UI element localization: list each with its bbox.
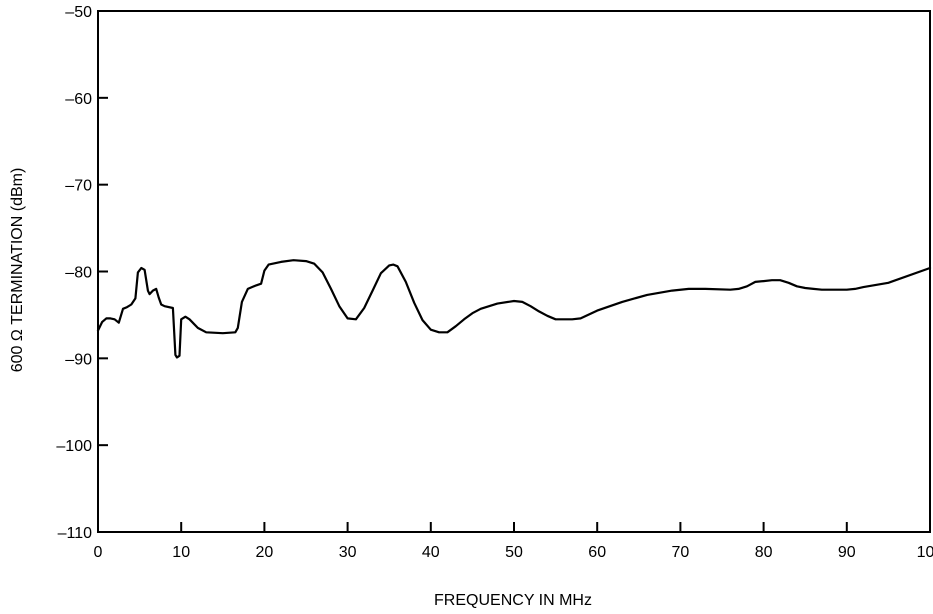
y-tick-label: –90	[65, 351, 92, 368]
x-tick-label: 100	[917, 544, 933, 561]
y-tick-label: –70	[65, 178, 92, 195]
x-axis-label: FREQUENCY IN MHz	[434, 592, 592, 609]
x-tick-label: 90	[838, 544, 856, 561]
y-axis-ticks: –110 –100 –90 –80 –70 –60 –50	[56, 4, 108, 542]
x-tick-label: 50	[505, 544, 523, 561]
x-axis-ticks: 0 10 20 30 40 50 60 70 80 90 100	[94, 522, 933, 561]
series-line	[96, 259, 932, 359]
x-tick-label: 10	[172, 544, 190, 561]
y-tick-label: –100	[56, 438, 92, 455]
x-tick-label: 60	[588, 544, 606, 561]
y-tick-label: –50	[65, 4, 92, 21]
y-axis-label: 600 Ω TERMINATION (dBm)	[9, 168, 26, 373]
x-tick-label: 30	[339, 544, 357, 561]
x-tick-label: 40	[422, 544, 440, 561]
x-tick-label: 20	[256, 544, 274, 561]
x-tick-label: 0	[94, 544, 103, 561]
y-tick-label: –60	[65, 91, 92, 108]
x-tick-label: 80	[755, 544, 773, 561]
plot-area-frame	[97, 10, 931, 533]
y-tick-label: –80	[65, 265, 92, 282]
x-tick-label: 70	[672, 544, 690, 561]
y-tick-label: –110	[58, 525, 93, 542]
series-layer	[96, 259, 932, 359]
